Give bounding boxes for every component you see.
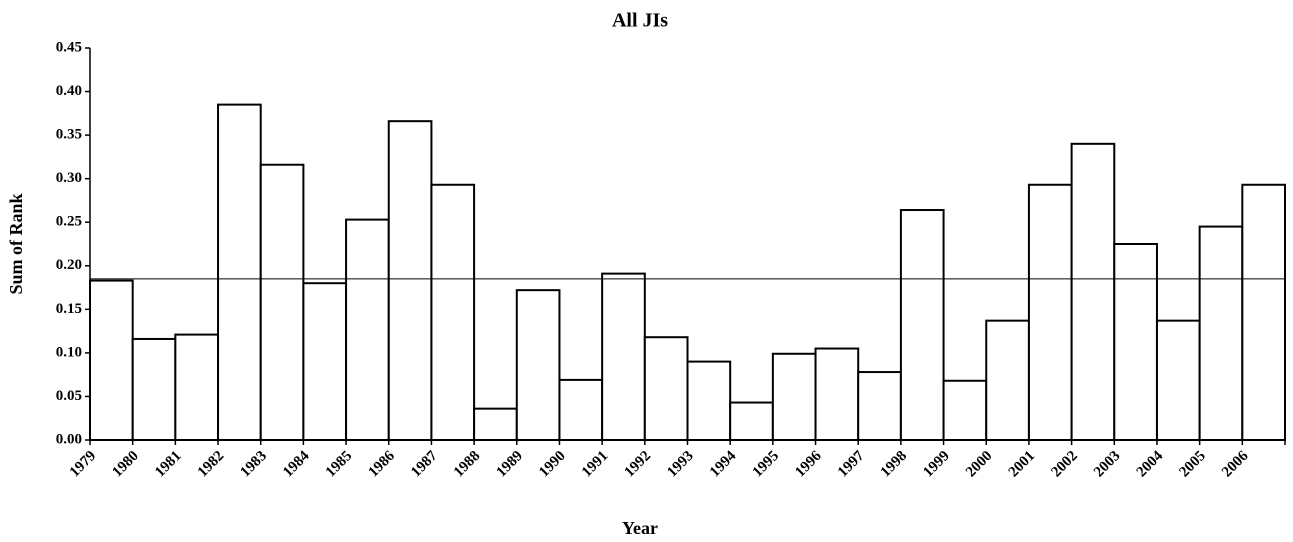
bar [1155,319,1201,441]
y-tick-label: 0.35 [56,127,82,143]
bar [430,183,476,441]
y-axis-label: Sum of Rank [6,193,26,294]
bar [601,272,646,441]
bar [131,337,177,441]
bar [985,319,1030,441]
bar [473,407,518,442]
x-tick-label: 1983 [237,448,270,481]
bar [771,352,817,442]
x-tick-label: 1981 [152,448,185,481]
x-tick-label: 1992 [622,448,655,481]
bar [89,279,134,441]
x-tick-label: 1979 [67,448,100,481]
x-tick-label: 1994 [707,448,740,481]
x-tick-label: 1999 [920,448,953,481]
x-axis-label: Year [622,518,658,538]
bar [1198,225,1244,441]
y-tick-label: 0.25 [56,214,82,230]
x-tick-label: 1989 [494,448,527,481]
x-tick-label: 1987 [408,448,441,481]
x-tick-label: 1988 [451,448,484,481]
chart-title: All JIs [612,10,668,32]
x-tick-label: 2003 [1091,448,1124,481]
y-tick-label: 0.05 [56,388,82,404]
x-tick-label: 2000 [963,448,996,481]
bar [643,336,689,442]
bar [302,282,348,442]
x-tick-label: 1982 [195,448,228,481]
bar [174,333,220,441]
bar [1241,183,1286,441]
bar [1113,243,1158,441]
x-tick-label: 1998 [878,448,911,481]
x-tick-label: 1993 [664,448,697,481]
x-tick-label: 2001 [1006,448,1039,481]
bar [1027,183,1073,441]
x-tick-label: 1991 [579,448,612,481]
bar [217,103,262,441]
x-tick-label: 2002 [1048,448,1081,481]
x-tick-label: 2004 [1134,448,1167,481]
x-tick-label: 1990 [536,448,569,481]
x-tick-label: 1986 [365,448,398,481]
x-tick-label: 1984 [280,448,313,481]
bar [345,218,390,441]
bar [1070,142,1116,441]
y-tick-label: 0.40 [56,83,82,99]
x-tick-label: 1985 [323,448,356,481]
x-tick-label: 1995 [750,448,783,481]
bar [259,163,305,441]
y-tick-label: 0.45 [56,39,82,55]
x-tick-label: 1997 [835,448,868,481]
bar [729,401,774,442]
x-tick-label: 1996 [792,448,825,481]
y-tick-label: 0.10 [56,344,82,360]
x-tick-label: 2006 [1219,448,1252,481]
y-tick-label: 0.00 [56,431,82,447]
bar [558,378,604,442]
x-tick-label: 1980 [109,448,142,481]
y-tick-label: 0.15 [56,301,82,317]
y-tick-label: 0.30 [56,170,82,186]
bar [942,379,988,441]
bar [515,289,561,441]
bar [857,371,902,442]
bar [686,360,732,442]
bar [814,347,860,441]
y-tick-label: 0.20 [56,257,82,273]
bar [387,120,433,441]
x-tick-label: 2005 [1176,448,1209,481]
bar [899,209,945,441]
